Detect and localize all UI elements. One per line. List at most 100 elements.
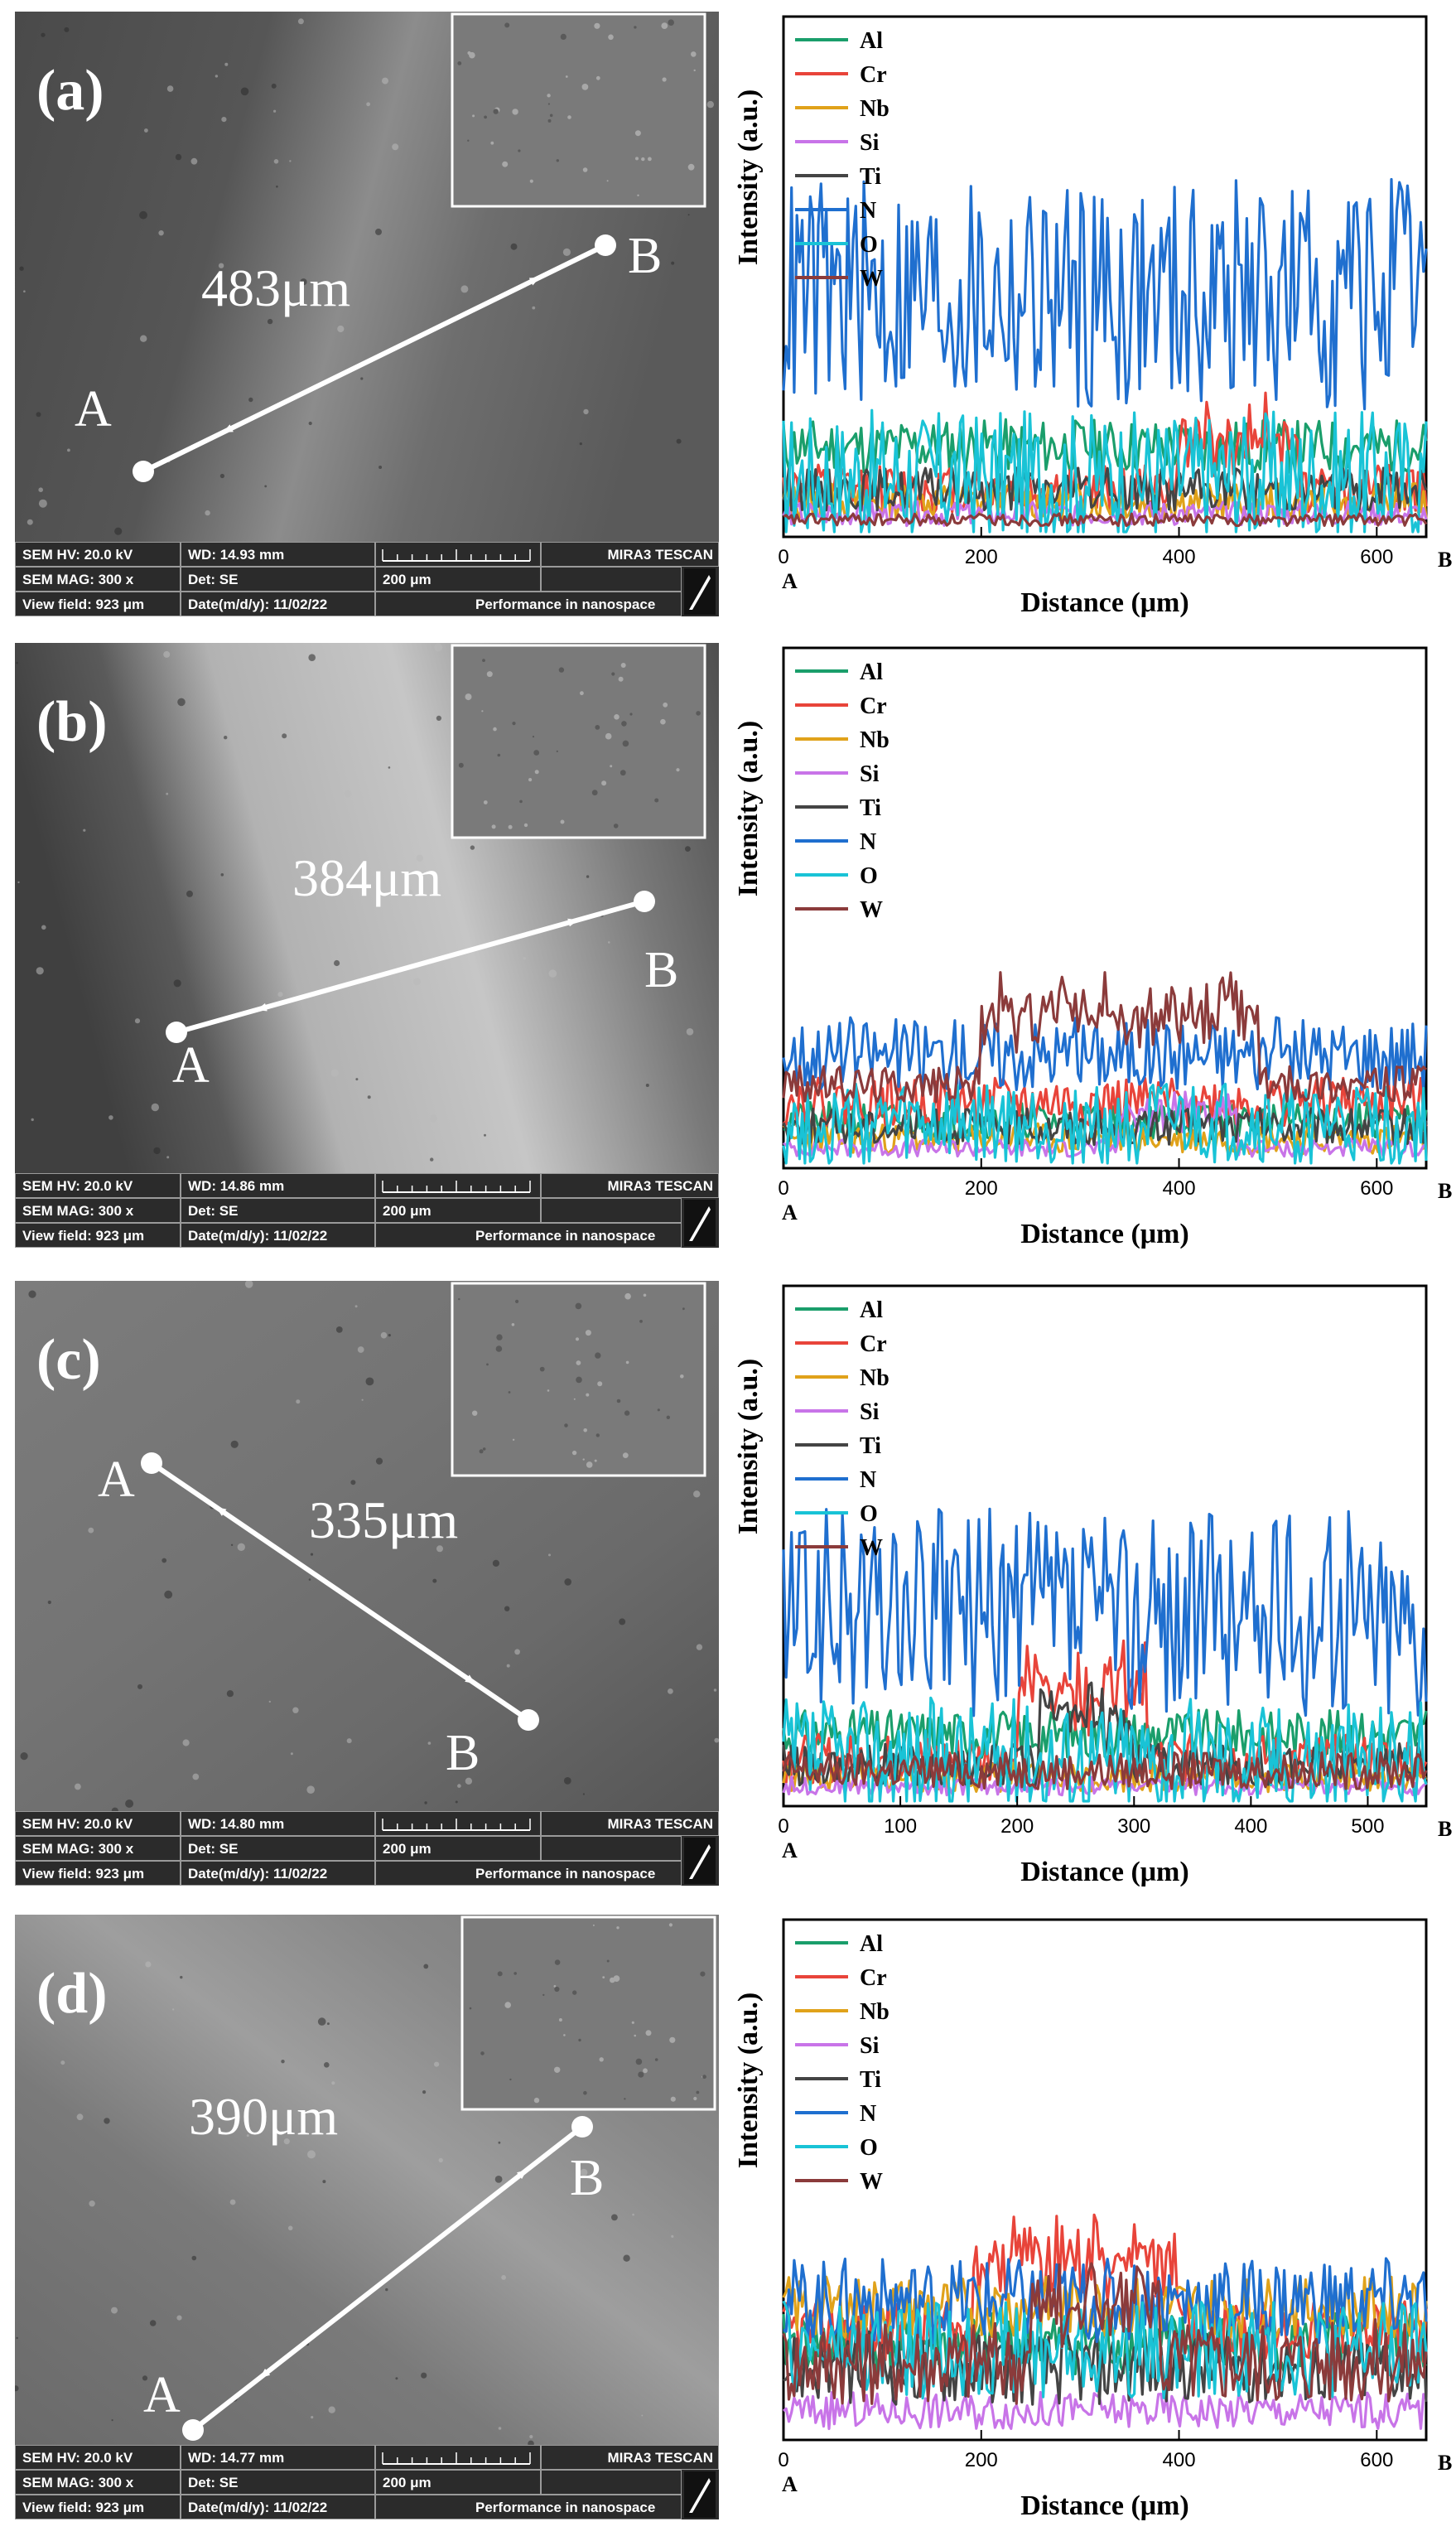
surface-speck: [586, 875, 590, 878]
series-line-O: [782, 2300, 1428, 2400]
inset-texture: [643, 1293, 647, 1297]
y-axis-title: Intensity (a.u.): [733, 89, 764, 266]
surface-speck: [237, 1543, 245, 1551]
surface-speck: [367, 1095, 371, 1099]
surface-speck: [287, 2225, 293, 2231]
surface-speck: [139, 210, 147, 220]
sem-info-bar: SEM HV: 20.0 kV WD: 14.93 mm MIRA3 TESCAN S…: [15, 542, 719, 616]
surface-speck: [140, 335, 147, 342]
inset-texture: [533, 750, 540, 756]
inset-texture: [512, 109, 518, 115]
x-tick-label: 600: [1360, 546, 1393, 568]
legend-label: Cr: [860, 1331, 887, 1357]
surface-speck: [687, 214, 690, 216]
inset-texture: [578, 2038, 581, 2042]
surface-speck: [375, 228, 382, 235]
point-b-marker: [634, 891, 655, 912]
surface-speck: [470, 845, 475, 850]
point-b-label: B: [446, 1725, 480, 1781]
surface-speck: [407, 889, 413, 896]
x-tick-label: 0: [778, 1177, 788, 1200]
legend-label: O: [860, 2135, 878, 2161]
surface-speck: [273, 109, 277, 113]
point-b-label: B: [628, 228, 662, 284]
surface-speck: [297, 18, 304, 25]
surface-speck: [310, 1553, 314, 1556]
inset-texture: [614, 714, 620, 720]
surface-speck: [290, 1752, 293, 1756]
surface-speck: [205, 510, 210, 516]
surface-speck: [434, 2061, 440, 2067]
surface-speck: [192, 1773, 200, 1780]
x-axis-start-label: A: [782, 1838, 798, 1862]
x-axis-title: Distance (μm): [1020, 1857, 1188, 1887]
inset-texture: [581, 84, 589, 90]
inset-texture: [482, 1447, 486, 1451]
inset-texture: [606, 1959, 610, 1963]
surface-speck: [28, 1290, 36, 1298]
inset-texture: [611, 672, 615, 676]
inset-texture: [560, 33, 566, 40]
sem-info-slogan: Performance in nanospace: [375, 1223, 682, 1248]
inset-texture: [595, 725, 600, 730]
inset-texture: [654, 798, 659, 803]
surface-speck: [83, 828, 86, 832]
sem-micrograph: A B 335μm (c) SEM HV: 20.0 kV WD: 14.80 mm MIR…: [15, 1281, 719, 1886]
surface-speck: [289, 160, 292, 162]
inset-texture: [601, 780, 607, 786]
legend-label: Nb: [860, 96, 890, 122]
surface-speck: [510, 243, 518, 250]
inset-texture: [554, 1959, 561, 1965]
surface-speck: [494, 2176, 503, 2183]
inset-texture: [497, 753, 501, 757]
x-tick-label: 0: [778, 546, 788, 568]
surface-speck: [220, 873, 224, 877]
surface-speck: [498, 2427, 502, 2430]
inset-texture: [573, 1398, 576, 1400]
surface-speck: [355, 1078, 359, 1081]
inset-texture: [637, 194, 639, 196]
inset-texture: [616, 1926, 620, 1930]
x-axis-end-label: B: [1438, 1817, 1452, 1841]
inset-texture: [594, 1459, 597, 1462]
legend-label: Si: [860, 1399, 880, 1425]
surface-speck: [714, 1737, 719, 1743]
surface-speck: [523, 957, 526, 960]
series-line-N: [782, 1507, 1428, 1717]
surface-speck: [421, 2372, 427, 2379]
inset-texture: [648, 157, 652, 162]
inset-texture: [621, 721, 627, 727]
sem-info-brand: MIRA3 TESCAN: [541, 542, 719, 567]
scan-length-label: 335μm: [309, 1490, 458, 1549]
inset-texture: [534, 770, 539, 775]
x-axis-title: Distance (μm): [1020, 2490, 1188, 2521]
legend-label: W: [860, 266, 883, 292]
inset-texture: [654, 2058, 658, 2061]
surface-speck: [360, 377, 364, 380]
inset-texture: [554, 2066, 561, 2073]
surface-speck: [427, 1742, 431, 1745]
surface-speck: [20, 1752, 28, 1761]
surface-speck: [16, 661, 18, 664]
surface-speck: [114, 527, 123, 535]
surface-speck: [308, 1578, 311, 1581]
inset-texture: [591, 790, 598, 796]
legend-label: N: [860, 1467, 876, 1493]
inset-texture: [469, 2007, 472, 2010]
x-axis-start-label: A: [782, 2472, 798, 2496]
sem-info-hv: SEM HV: 20.0 kV: [15, 1811, 181, 1836]
surface-speck: [608, 941, 610, 944]
inset-texture: [620, 663, 626, 668]
surface-speck: [229, 2199, 236, 2205]
surface-speck: [385, 2287, 388, 2292]
surface-speck: [145, 1961, 152, 1968]
inset-texture: [560, 819, 565, 824]
series-line-N: [782, 177, 1428, 411]
surface-speck: [375, 1457, 383, 1465]
surface-speck: [579, 442, 582, 446]
inset-texture: [634, 2034, 636, 2037]
point-a-marker: [133, 461, 154, 482]
tescan-logo-icon: [684, 2471, 716, 2518]
x-tick-label: 200: [965, 546, 998, 568]
inset-texture: [480, 2051, 485, 2056]
